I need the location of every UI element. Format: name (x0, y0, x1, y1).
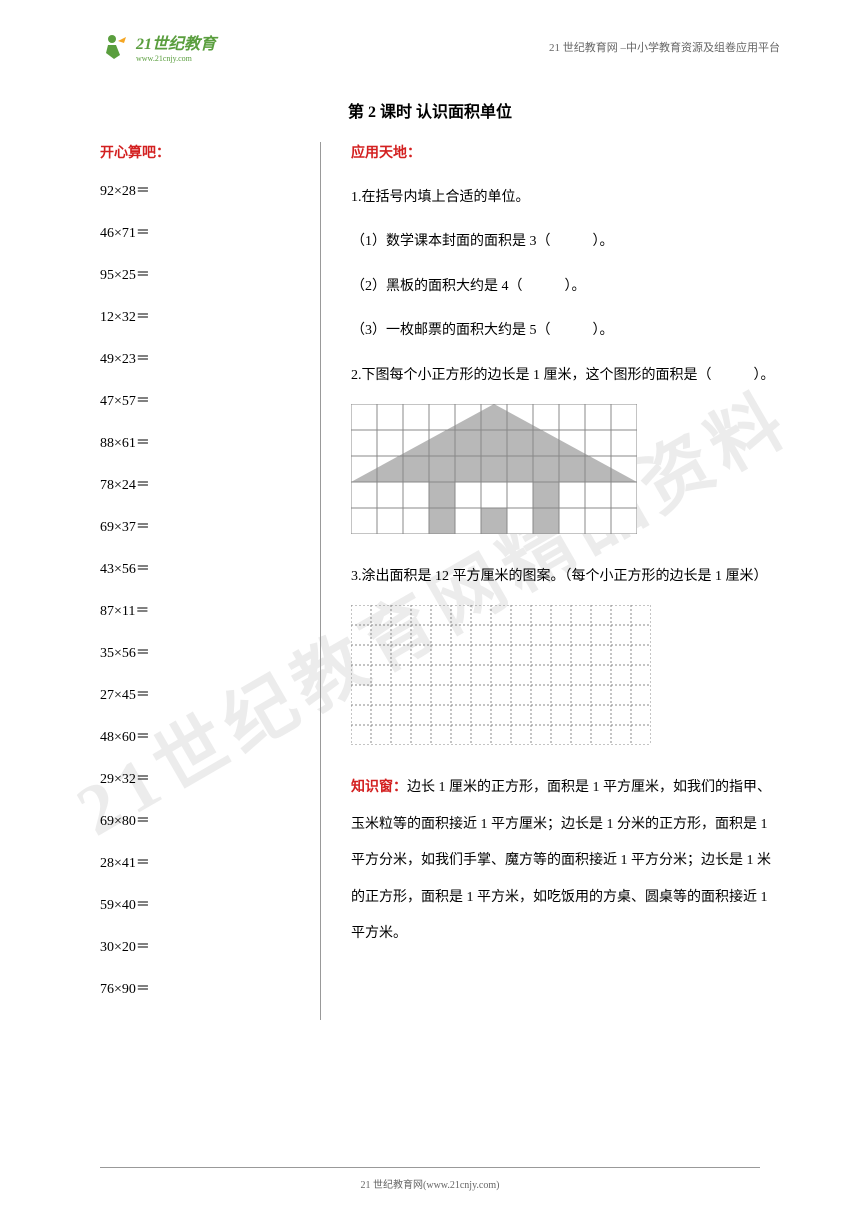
logo: 21世纪教育 www.21cnjy.com (100, 30, 216, 63)
content-area: 开心算吧： 92×28＝ 46×71＝ 95×25＝ 12×32＝ 49×23＝ 47×5… (0, 142, 860, 1020)
house-figure (351, 404, 780, 539)
problem-1-1: （1）数学课本封面的面积是 3（ ）。 (351, 224, 780, 260)
equation-14: 29×32＝ (100, 768, 300, 788)
header-right-text: 21 世纪教育网 –中小学教育资源及组卷应用平台 (549, 39, 780, 55)
knowledge-text: 边长 1 厘米的正方形，面积是 1 平方厘米，如我们的指甲、玉米粒等的面积接近 … (351, 780, 771, 941)
knowledge-block: 知识窗：边长 1 厘米的正方形，面积是 1 平方厘米，如我们的指甲、玉米粒等的面… (351, 770, 780, 952)
equation-2: 95×25＝ (100, 264, 300, 284)
equation-12: 27×45＝ (100, 684, 300, 704)
problem-3: 3.涂出面积是 12 平方厘米的图案。（每个小正方形的边长是 1 厘米） (351, 559, 780, 595)
footer-text: 21 世纪教育网(www.21cnjy.com) (100, 1167, 760, 1191)
equation-8: 69×37＝ (100, 516, 300, 536)
page-header: 21世纪教育 www.21cnjy.com 21 世纪教育网 –中小学教育资源及… (0, 0, 860, 73)
equation-18: 30×20＝ (100, 936, 300, 956)
equation-11: 35×56＝ (100, 642, 300, 662)
problem-1-3: （3）一枚邮票的面积大约是 5（ ）。 (351, 313, 780, 349)
page-title: 第 2 课时 认识面积单位 (0, 98, 860, 122)
problem-1: 1.在括号内填上合适的单位。 (351, 180, 780, 216)
house-svg (351, 404, 637, 534)
grid-figure (351, 605, 780, 750)
equation-19: 76×90＝ (100, 978, 300, 998)
left-section-header: 开心算吧： (100, 142, 300, 162)
left-column: 开心算吧： 92×28＝ 46×71＝ 95×25＝ 12×32＝ 49×23＝ 47×5… (100, 142, 320, 1020)
equation-9: 43×56＝ (100, 558, 300, 578)
right-section-header: 应用天地： (351, 142, 780, 162)
problem-1-2: （2）黑板的面积大约是 4（ ）。 (351, 269, 780, 305)
equation-17: 59×40＝ (100, 894, 300, 914)
equation-15: 69×80＝ (100, 810, 300, 830)
equation-6: 88×61＝ (100, 432, 300, 452)
logo-main-text: 21世纪教育 (136, 30, 216, 54)
right-column: 应用天地： 1.在括号内填上合适的单位。 （1）数学课本封面的面积是 3（ ）。… (320, 142, 780, 1020)
grid-svg (351, 605, 651, 745)
equation-1: 46×71＝ (100, 222, 300, 242)
equation-5: 47×57＝ (100, 390, 300, 410)
equation-16: 28×41＝ (100, 852, 300, 872)
page-footer: 21 世纪教育网(www.21cnjy.com) (0, 1167, 860, 1191)
knowledge-label: 知识窗： (351, 780, 407, 795)
equation-0: 92×28＝ (100, 180, 300, 200)
logo-text: 21世纪教育 www.21cnjy.com (136, 30, 216, 63)
equations-list: 92×28＝ 46×71＝ 95×25＝ 12×32＝ 49×23＝ 47×57＝ 88×6… (100, 180, 300, 998)
problem-2: 2.下图每个小正方形的边长是 1 厘米，这个图形的面积是（ ）。 (351, 358, 780, 394)
logo-sub-text: www.21cnjy.com (136, 54, 216, 63)
equation-13: 48×60＝ (100, 726, 300, 746)
equation-7: 78×24＝ (100, 474, 300, 494)
equation-10: 87×11＝ (100, 600, 300, 620)
equation-3: 12×32＝ (100, 306, 300, 326)
equation-4: 49×23＝ (100, 348, 300, 368)
logo-icon (100, 31, 132, 63)
